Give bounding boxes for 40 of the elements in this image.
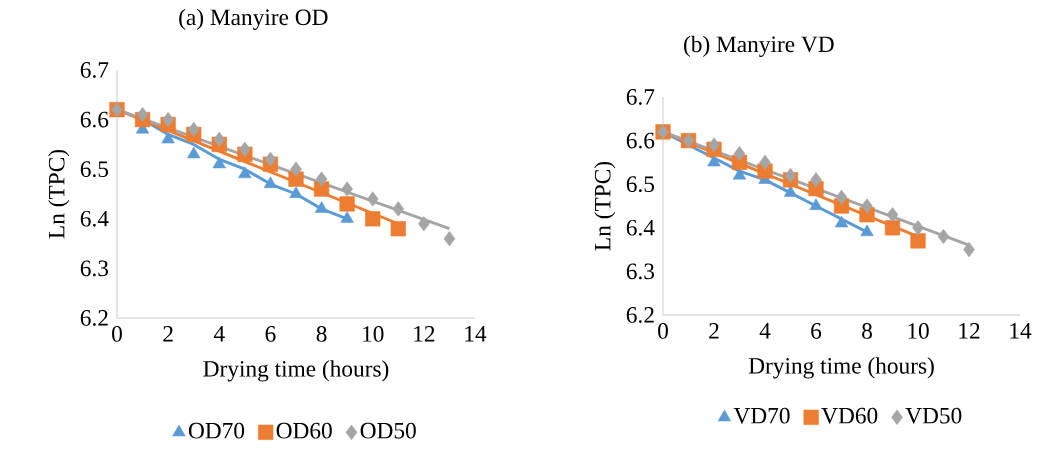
y-tick-label: 6.5 bbox=[80, 161, 109, 178]
x-tick-label: 2 bbox=[163, 326, 173, 342]
y-tick-label: 6.7 bbox=[80, 62, 109, 78]
y-tick-label: 6.3 bbox=[626, 263, 655, 280]
x-axis-title: Drying time (hours) bbox=[748, 357, 934, 379]
x-axis-title: Drying time (hours) bbox=[203, 360, 389, 382]
y-tick-label: 6.2 bbox=[626, 307, 654, 323]
legend-label: OD70 bbox=[188, 422, 245, 439]
x-tick-label: 14 bbox=[1010, 323, 1032, 339]
y-tick-label: 6.6 bbox=[80, 111, 109, 128]
y-tick-label: 6.3 bbox=[80, 260, 109, 277]
y-axis-title: Ln (TPC) bbox=[48, 149, 70, 239]
y-tick-label: 6.7 bbox=[626, 89, 655, 105]
x-tick-label: 4 bbox=[759, 323, 771, 339]
x-tick-label: 10 bbox=[363, 326, 384, 342]
x-tick-label: 8 bbox=[316, 326, 327, 342]
legend-label: VD50 bbox=[905, 407, 962, 424]
legend-label: OD50 bbox=[360, 422, 416, 439]
x-tick-label: 6 bbox=[811, 323, 822, 339]
x-tick-label: 2 bbox=[709, 323, 719, 339]
chart-title: (b) Manyire VD bbox=[684, 35, 834, 57]
x-tick-label: 0 bbox=[658, 323, 668, 339]
legend-label: VD70 bbox=[733, 407, 790, 424]
x-tick-label: 0 bbox=[112, 326, 122, 342]
y-tick-label: 6.4 bbox=[626, 219, 655, 236]
y-tick-label: 6.4 bbox=[80, 210, 109, 227]
legend-label: VD60 bbox=[821, 407, 878, 424]
x-tick-label: 10 bbox=[908, 323, 929, 339]
chart-title: (a) Manyire OD bbox=[179, 8, 328, 30]
y-tick-label: 6.6 bbox=[626, 132, 655, 149]
x-tick-label: 4 bbox=[213, 326, 225, 342]
y-tick-label: 6.5 bbox=[626, 176, 655, 193]
legend-label: OD60 bbox=[276, 422, 332, 439]
y-tick-label: 6.2 bbox=[80, 310, 108, 326]
x-tick-label: 12 bbox=[959, 323, 980, 339]
x-tick-label: 6 bbox=[265, 326, 276, 342]
x-tick-label: 12 bbox=[414, 326, 435, 342]
x-tick-label: 14 bbox=[465, 326, 487, 342]
x-tick-label: 8 bbox=[862, 323, 872, 339]
y-axis-title: Ln (TPC) bbox=[594, 161, 616, 251]
